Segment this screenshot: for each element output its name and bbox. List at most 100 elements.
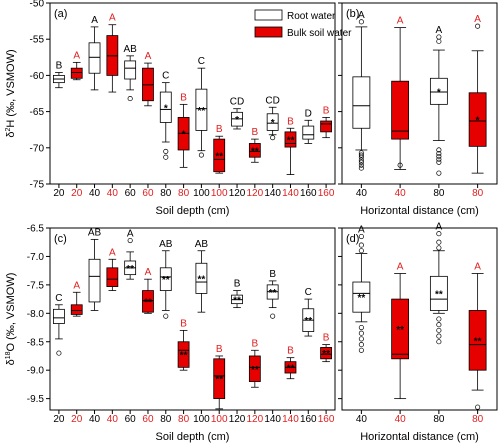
- group-letter: A: [73, 50, 80, 61]
- significance-mark: **: [215, 375, 223, 386]
- group-letter: AB: [123, 44, 137, 55]
- x-tick-label: 40: [395, 188, 407, 199]
- outlier-point: [358, 248, 364, 254]
- group-letter: B: [56, 61, 63, 72]
- outlier-point: [436, 322, 442, 328]
- significance-mark: **: [304, 316, 312, 327]
- root-box: 160 ** C: [300, 287, 317, 425]
- group-letter: C: [55, 293, 62, 304]
- y-tick-label: -7.5: [27, 280, 45, 291]
- group-letter: A: [91, 15, 98, 26]
- box-iqr: [195, 88, 208, 131]
- panel-d: (d) Horizontal distance (cm) 40 ** A 40 ** A 80 *…: [338, 222, 498, 443]
- outlier-point: [436, 231, 442, 237]
- y-tick-label: -9.0: [27, 366, 45, 377]
- root-box: 40 A: [88, 15, 101, 199]
- outlier-point: [436, 38, 442, 44]
- box-iqr: [159, 267, 172, 291]
- outlier-point: [436, 34, 442, 40]
- box-iqr: [195, 262, 208, 294]
- bulk-box: 40 A: [106, 13, 119, 199]
- root-box: 80 ** AB: [159, 239, 173, 425]
- group-letter: A: [397, 262, 404, 273]
- y-tick-label: -8.0: [27, 309, 45, 320]
- x-tick-label: 60: [142, 188, 154, 199]
- bulk-box: 60 ** A: [142, 267, 154, 425]
- box-iqr: [391, 298, 410, 360]
- group-letter: A: [436, 25, 443, 36]
- outlier-point: [358, 233, 364, 240]
- x-tick-label: 20: [71, 414, 83, 425]
- box-iqr: [159, 91, 172, 123]
- plot-frame: [49, 2, 336, 185]
- group-letter: B: [323, 105, 330, 116]
- box-iqr: [213, 138, 226, 173]
- group-letter: A: [358, 225, 365, 236]
- group-letter: CD: [265, 95, 279, 106]
- significance-mark: *: [476, 116, 480, 127]
- root-box: 80 ** A: [429, 222, 448, 425]
- group-letter: B: [252, 338, 259, 349]
- outlier-point: [358, 330, 364, 336]
- x-tick-label: 120: [229, 188, 246, 199]
- bulk-box: 40 A: [391, 16, 410, 199]
- group-letter: A: [474, 14, 481, 25]
- x-tick-label: 100: [211, 414, 228, 425]
- significance-mark: **: [357, 293, 365, 304]
- x-tick-label: 40: [89, 414, 101, 425]
- significance-mark: *: [437, 87, 441, 98]
- bulk-box: 40 A: [106, 247, 119, 425]
- group-letter: A: [109, 247, 116, 258]
- significance-mark: **: [287, 135, 295, 146]
- significance-mark: *: [271, 118, 275, 129]
- root-box: 40 ** A: [352, 225, 371, 425]
- outlier-point: [358, 157, 364, 163]
- root-box: 40 A: [352, 10, 371, 199]
- group-letter: A: [109, 13, 116, 24]
- y-tick-label: -50: [30, 0, 45, 10]
- group-letter: B: [269, 269, 276, 280]
- panel-label: (a): [54, 8, 67, 20]
- bulk-box: 120 ** B: [247, 338, 264, 425]
- outlier-point: [436, 156, 442, 162]
- outlier-point: [358, 165, 364, 171]
- group-letter: A: [127, 229, 134, 240]
- y-tick-label: -70: [30, 143, 45, 154]
- x-tick-label: 40: [107, 188, 119, 199]
- box-iqr: [320, 347, 332, 360]
- x-tick-label: 120: [247, 414, 264, 425]
- x-tick-label: 80: [433, 414, 445, 425]
- root-box: 140 * CD: [264, 95, 281, 199]
- box-iqr: [468, 92, 487, 147]
- box-iqr: [213, 358, 226, 400]
- x-tick-label: 140: [264, 188, 281, 199]
- group-letter: A: [397, 16, 404, 27]
- outlier-point: [436, 316, 442, 322]
- x-tick-label: 160: [318, 414, 335, 425]
- box-iqr: [177, 341, 190, 368]
- bulk-box: 80 ** B: [177, 318, 190, 425]
- bulk-box: 120 ** B: [247, 127, 264, 199]
- outlier-point: [436, 170, 442, 176]
- box-iqr: [88, 42, 101, 74]
- outlier-point: [436, 153, 442, 160]
- outlier-point: [358, 242, 364, 248]
- outlier-point: [358, 336, 364, 342]
- x-tick-label: 80: [178, 414, 190, 425]
- x-tick-label: 20: [71, 188, 83, 199]
- box-iqr: [266, 113, 279, 131]
- bulk-box: 140 ** B: [282, 346, 299, 425]
- x-tick-label: 140: [282, 414, 299, 425]
- outlier-point: [198, 152, 204, 158]
- significance-mark: **: [215, 151, 223, 162]
- box-iqr: [142, 290, 154, 313]
- box-iqr: [124, 60, 137, 80]
- significance-mark: **: [144, 297, 152, 308]
- bulk-box: 80 * B: [177, 92, 190, 199]
- group-letter: C: [305, 287, 312, 298]
- group-letter: B: [180, 92, 187, 103]
- box-iqr: [106, 267, 119, 287]
- root-box: 100 ** C: [193, 56, 210, 199]
- significance-mark: **: [162, 275, 170, 286]
- x-tick-label: 100: [193, 414, 210, 425]
